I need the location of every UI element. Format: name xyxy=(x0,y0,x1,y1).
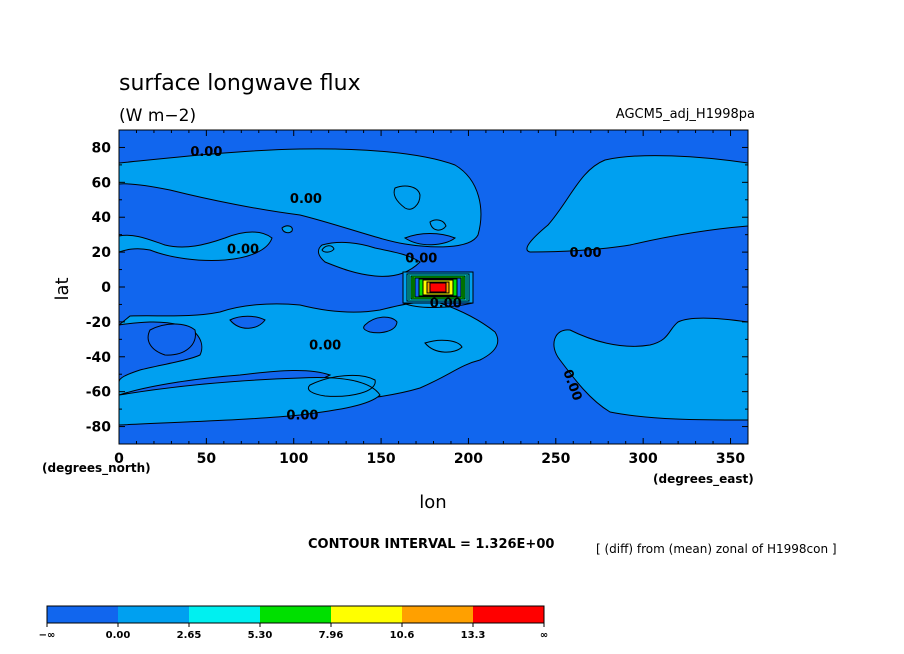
contour-line xyxy=(393,185,421,210)
x-tick-label: 250 xyxy=(541,451,570,467)
colorbar-label: 2.65 xyxy=(177,630,202,641)
y-tick-label: -40 xyxy=(86,350,112,366)
x-tick-label: 50 xyxy=(197,451,217,467)
y-tick-label: -80 xyxy=(86,420,112,436)
colorbar-swatch xyxy=(260,606,331,623)
colorbar-label: −∞ xyxy=(39,630,56,641)
y-tick-label: -60 xyxy=(86,385,112,401)
positive-region-south-east xyxy=(553,317,748,421)
contour-label: 0.00 xyxy=(286,408,318,423)
y-tick-label: 60 xyxy=(92,175,112,191)
y-tick-label: -20 xyxy=(86,315,112,331)
contour-label: 0.00 xyxy=(227,243,259,258)
colorbar-label: 10.6 xyxy=(390,630,415,641)
colorbar-label: ∞ xyxy=(540,630,548,641)
y-tick-label: 0 xyxy=(101,280,111,296)
contour-line xyxy=(429,219,447,231)
negative-island xyxy=(363,316,398,334)
chart-units: (W m−2) xyxy=(119,106,196,126)
positive-spot xyxy=(281,225,293,234)
contour-label: 0.00 xyxy=(569,246,601,261)
contour-label: 0.00 xyxy=(309,339,341,354)
colorbar: −∞ 0.00 2.65 5.30 7.96 10.6 13.3 ∞ xyxy=(39,605,548,641)
y-axis-label: lat xyxy=(52,277,73,300)
colorbar-label: 5.30 xyxy=(248,630,273,641)
x-tick-label: 300 xyxy=(629,451,658,467)
y-tick-label: 20 xyxy=(92,245,112,261)
y-tick-label: 40 xyxy=(92,210,112,226)
negative-island xyxy=(403,233,456,246)
colorbar-swatch xyxy=(402,606,473,623)
contour-line xyxy=(321,245,335,253)
x-tick-label: 100 xyxy=(279,451,308,467)
x-tick-label: 350 xyxy=(716,451,745,467)
contour-label: 0.00 xyxy=(405,251,437,266)
negative-island xyxy=(147,323,196,356)
colorbar-label: 0.00 xyxy=(106,630,131,641)
y-tick-label: 80 xyxy=(92,140,112,156)
x-tick-label: 200 xyxy=(454,451,483,467)
diff-note: [ (diff) from (mean) zonal of H1998con ] xyxy=(596,542,837,556)
x-tick-label: 0 xyxy=(114,451,124,467)
x-axis: 0 50 100 150 200 250 300 350 xyxy=(114,130,745,467)
x-tick-label: 150 xyxy=(366,451,395,467)
y-axis: 80 60 40 20 0 -20 -40 -60 -80 xyxy=(86,140,748,436)
contour-label: 0.00 xyxy=(430,297,462,312)
contour-label: 0.00 xyxy=(190,145,222,160)
positive-region-north-west xyxy=(119,148,482,248)
x-axis-label: lon xyxy=(419,492,446,513)
colorbar-swatch xyxy=(47,606,118,623)
colorbar-frame xyxy=(46,605,545,624)
colorbar-swatch xyxy=(473,606,544,623)
run-label: AGCM5_adj_H1998pa xyxy=(616,107,755,122)
positive-region-central-north xyxy=(317,241,421,277)
plot-area xyxy=(119,130,748,444)
colorbar-swatch xyxy=(331,606,402,623)
y-unit-label: (degrees_north) xyxy=(42,461,151,476)
colorbar-swatch xyxy=(118,606,189,623)
colorbar-swatch xyxy=(189,606,260,623)
positive-region-north-east xyxy=(526,155,748,253)
central-anomaly xyxy=(402,271,474,304)
contour-line xyxy=(424,339,463,353)
contour-interval: CONTOUR INTERVAL = 1.326E+00 xyxy=(308,537,554,552)
contour-line xyxy=(307,375,376,397)
positive-region-south-band xyxy=(119,377,381,426)
colorbar-label: 7.96 xyxy=(319,630,344,641)
colorbar-label: 13.3 xyxy=(461,630,486,641)
x-unit-label: (degrees_east) xyxy=(653,472,754,487)
negative-island xyxy=(229,315,266,329)
chart-title: surface longwave flux xyxy=(119,71,361,96)
positive-region-north-lobe xyxy=(119,231,273,261)
contour-label: 0.00 xyxy=(290,192,322,207)
contour-line xyxy=(402,302,474,309)
